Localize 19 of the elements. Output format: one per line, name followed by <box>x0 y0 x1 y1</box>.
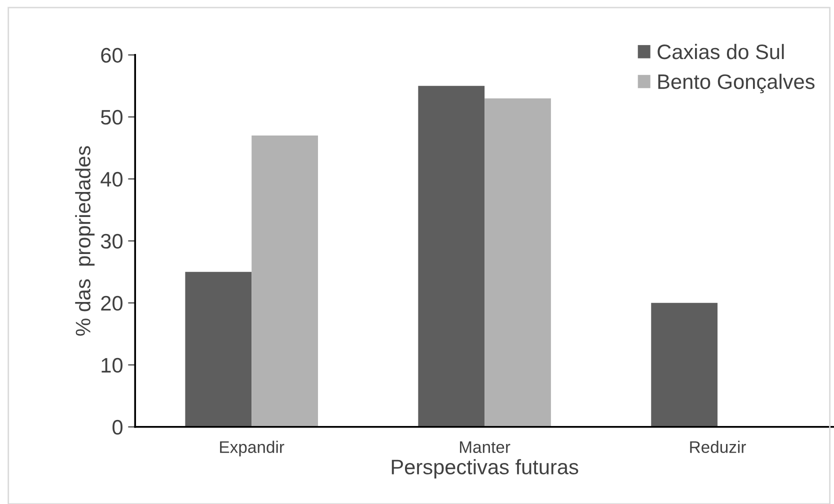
bar <box>484 98 551 427</box>
y-tick-label: 30 <box>100 234 122 249</box>
bar <box>418 86 485 427</box>
legend-label: Caxias do Sul <box>658 44 784 60</box>
y-tick-label: 40 <box>100 172 122 187</box>
x-axis-title: Perspectivas futuras <box>392 459 578 479</box>
bar <box>651 302 718 427</box>
y-tick-label: 60 <box>101 48 122 63</box>
y-tick-label: 10 <box>102 358 122 373</box>
y-tick-label: 0 <box>112 420 122 435</box>
y-tick-label: 20 <box>101 296 122 311</box>
x-tick-label: Manter <box>460 441 510 454</box>
bar <box>252 136 318 427</box>
y-tick-label: 50 <box>100 110 122 125</box>
y-axis-title: % das propriedades <box>75 146 95 336</box>
x-tick-label: Expandir <box>220 440 284 456</box>
legend-label: Bento Gonçalves <box>658 74 815 94</box>
x-tick-label: Reduzir <box>690 440 746 454</box>
bar <box>185 272 252 427</box>
